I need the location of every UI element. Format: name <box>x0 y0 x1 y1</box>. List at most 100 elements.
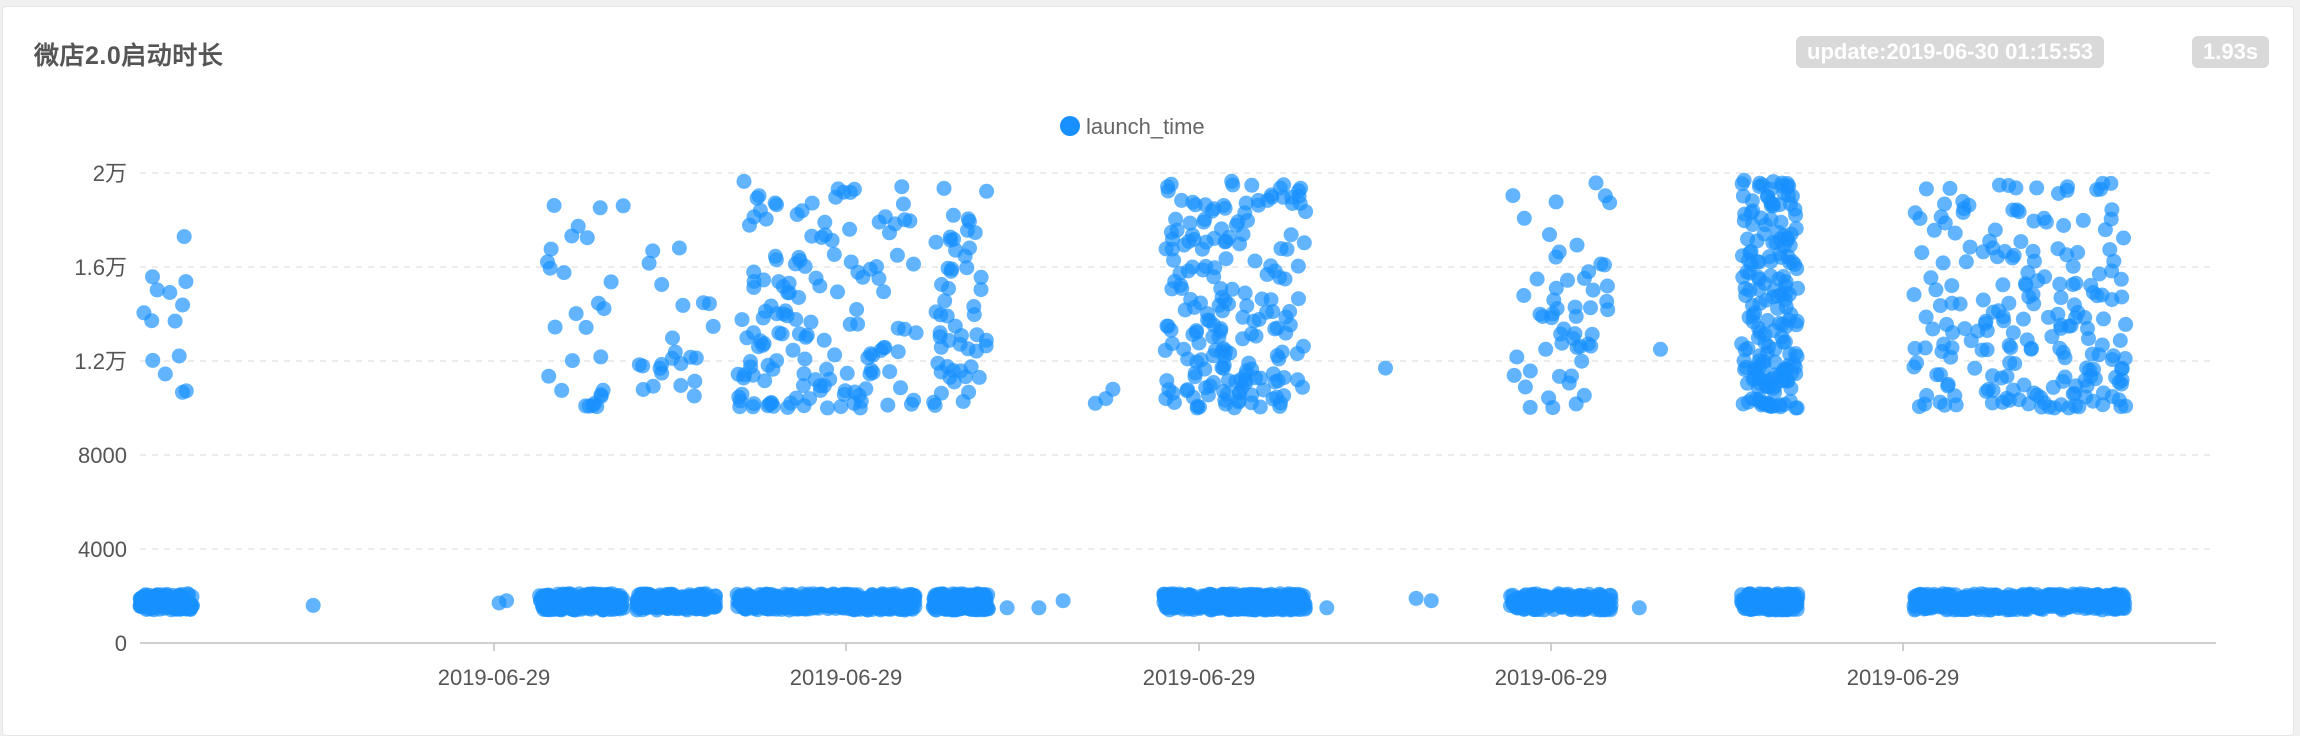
data-point[interactable] <box>732 399 748 415</box>
data-point[interactable] <box>1989 249 2005 265</box>
data-point[interactable] <box>1784 365 1799 381</box>
data-point[interactable] <box>1532 306 1548 322</box>
data-point[interactable] <box>2091 347 2107 363</box>
data-point[interactable] <box>1256 382 1271 398</box>
data-point[interactable] <box>1174 192 1190 208</box>
data-point[interactable] <box>1560 272 1575 288</box>
data-point[interactable] <box>1742 245 1758 261</box>
data-point[interactable] <box>763 298 779 314</box>
data-point[interactable] <box>1224 281 1240 297</box>
data-point[interactable] <box>705 318 721 334</box>
data-point[interactable] <box>1180 382 1196 398</box>
data-point[interactable] <box>893 380 908 396</box>
data-point[interactable] <box>889 247 905 263</box>
data-point[interactable] <box>1977 316 1993 331</box>
data-point[interactable] <box>2096 311 2111 327</box>
data-point[interactable] <box>1242 596 1257 612</box>
data-point[interactable] <box>1957 321 1973 337</box>
data-point[interactable] <box>1569 237 1585 253</box>
data-point[interactable] <box>1248 370 1264 386</box>
data-point[interactable] <box>936 180 952 196</box>
data-point[interactable] <box>2053 290 2069 306</box>
data-point[interactable] <box>1202 378 1218 394</box>
data-point[interactable] <box>734 312 750 328</box>
data-point[interactable] <box>1752 376 1768 391</box>
data-point[interactable] <box>2097 222 2113 238</box>
data-point[interactable] <box>1217 293 1233 309</box>
data-point[interactable] <box>1955 205 1971 220</box>
data-point[interactable] <box>1055 593 1071 609</box>
data-point[interactable] <box>1600 302 1616 318</box>
data-point[interactable] <box>1208 342 1223 358</box>
data-point[interactable] <box>839 365 855 381</box>
data-point[interactable] <box>862 366 878 382</box>
data-point[interactable] <box>1767 354 1783 370</box>
data-point[interactable] <box>2060 179 2075 195</box>
data-point[interactable] <box>1752 179 1767 195</box>
data-point[interactable] <box>1157 342 1173 358</box>
data-point[interactable] <box>2113 376 2129 392</box>
data-point[interactable] <box>1260 192 1276 208</box>
data-point[interactable] <box>1918 309 1934 325</box>
data-point[interactable] <box>2068 378 2084 394</box>
data-point[interactable] <box>1273 241 1289 257</box>
data-point[interactable] <box>816 378 832 394</box>
data-point[interactable] <box>1168 211 1184 227</box>
data-point[interactable] <box>1967 360 1983 376</box>
data-point[interactable] <box>2082 362 2098 378</box>
data-point[interactable] <box>894 179 910 195</box>
data-point[interactable] <box>2071 399 2087 415</box>
data-point[interactable] <box>851 387 867 403</box>
data-point[interactable] <box>1597 592 1613 607</box>
data-point[interactable] <box>1525 599 1541 615</box>
data-point[interactable] <box>2013 234 2029 250</box>
data-point[interactable] <box>1745 314 1761 330</box>
data-point[interactable] <box>1599 278 1615 294</box>
data-point[interactable] <box>1241 355 1257 371</box>
data-point[interactable] <box>2111 594 2127 610</box>
data-point[interactable] <box>1516 210 1532 226</box>
data-point[interactable] <box>2002 355 2018 371</box>
data-point[interactable] <box>769 197 784 213</box>
data-point[interactable] <box>1273 395 1288 411</box>
data-point[interactable] <box>1408 590 1424 606</box>
data-point[interactable] <box>1923 270 1939 286</box>
data-point[interactable] <box>1760 313 1776 328</box>
data-point[interactable] <box>2089 288 2105 304</box>
data-point[interactable] <box>1423 593 1439 609</box>
data-point[interactable] <box>729 587 745 602</box>
data-point[interactable] <box>804 228 820 244</box>
data-point[interactable] <box>2006 247 2022 263</box>
data-point[interactable] <box>1972 593 1988 609</box>
data-point[interactable] <box>1510 594 1526 610</box>
data-point[interactable] <box>1283 227 1299 243</box>
data-point[interactable] <box>157 366 173 382</box>
data-point[interactable] <box>603 274 619 290</box>
data-point[interactable] <box>2041 309 2056 325</box>
data-point[interactable] <box>1185 227 1200 243</box>
data-point[interactable] <box>1585 282 1601 298</box>
data-point[interactable] <box>1554 335 1570 351</box>
data-point[interactable] <box>2036 210 2052 226</box>
data-point[interactable] <box>1775 316 1790 332</box>
data-point[interactable] <box>940 260 956 276</box>
data-point[interactable] <box>1991 600 2007 615</box>
data-point[interactable] <box>2001 295 2017 311</box>
data-point[interactable] <box>541 368 557 384</box>
data-point[interactable] <box>1189 354 1205 370</box>
data-point[interactable] <box>1548 280 1564 296</box>
data-point[interactable] <box>2114 361 2130 377</box>
data-point[interactable] <box>1166 252 1182 268</box>
data-point[interactable] <box>1238 195 1254 211</box>
data-point[interactable] <box>1206 269 1222 285</box>
data-point[interactable] <box>2061 595 2076 611</box>
data-point[interactable] <box>1933 209 1949 225</box>
data-point[interactable] <box>1734 176 1750 192</box>
data-point[interactable] <box>1783 226 1799 242</box>
data-point[interactable] <box>765 361 781 377</box>
data-point[interactable] <box>973 282 989 298</box>
data-point[interactable] <box>1199 592 1215 608</box>
data-point[interactable] <box>797 258 813 274</box>
data-point[interactable] <box>2118 316 2134 332</box>
data-point[interactable] <box>820 400 835 416</box>
